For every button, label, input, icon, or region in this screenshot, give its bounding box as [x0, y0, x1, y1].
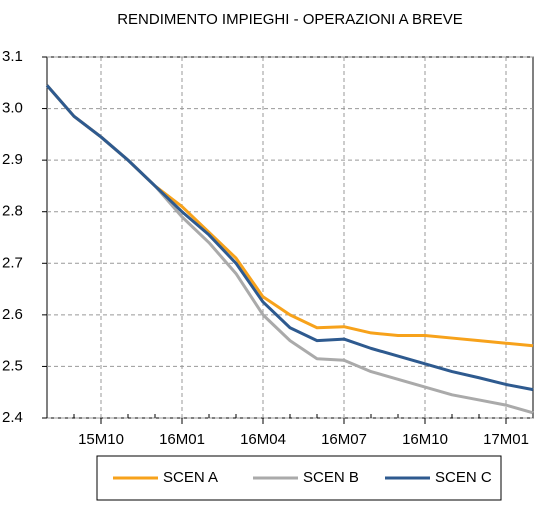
line	[45, 84, 534, 348]
y-tick-label: 2.5	[2, 357, 23, 374]
x-tick-label: 16M10	[402, 431, 448, 448]
y-tick-label: 2.6	[2, 306, 23, 323]
legend-label: SCEN A	[163, 469, 218, 486]
y-tick-label: 3.1	[2, 48, 23, 65]
x-tick-label: 16M07	[321, 431, 367, 448]
y-tick-label: 2.8	[2, 203, 23, 220]
legend-box	[96, 455, 502, 501]
y-tick-label: 2.7	[2, 254, 23, 271]
x-tick-label: 15M10	[78, 431, 124, 448]
legend-label: SCEN C	[435, 469, 492, 486]
y-tick-label: 3.0	[2, 100, 23, 117]
x-tick-label: 16M04	[240, 431, 286, 448]
legend-label: SCEN B	[303, 469, 359, 486]
x-tick-label: 17M01	[483, 431, 529, 448]
line	[45, 84, 534, 415]
line	[45, 84, 534, 392]
y-tick-label: 2.4	[2, 409, 23, 426]
plot-frame	[46, 56, 534, 419]
x-tick-label: 16M01	[159, 431, 205, 448]
chart-title: RENDIMENTO IMPIEGHI - OPERAZIONI A BREVE	[117, 11, 463, 28]
y-tick-label: 2.9	[2, 151, 23, 168]
